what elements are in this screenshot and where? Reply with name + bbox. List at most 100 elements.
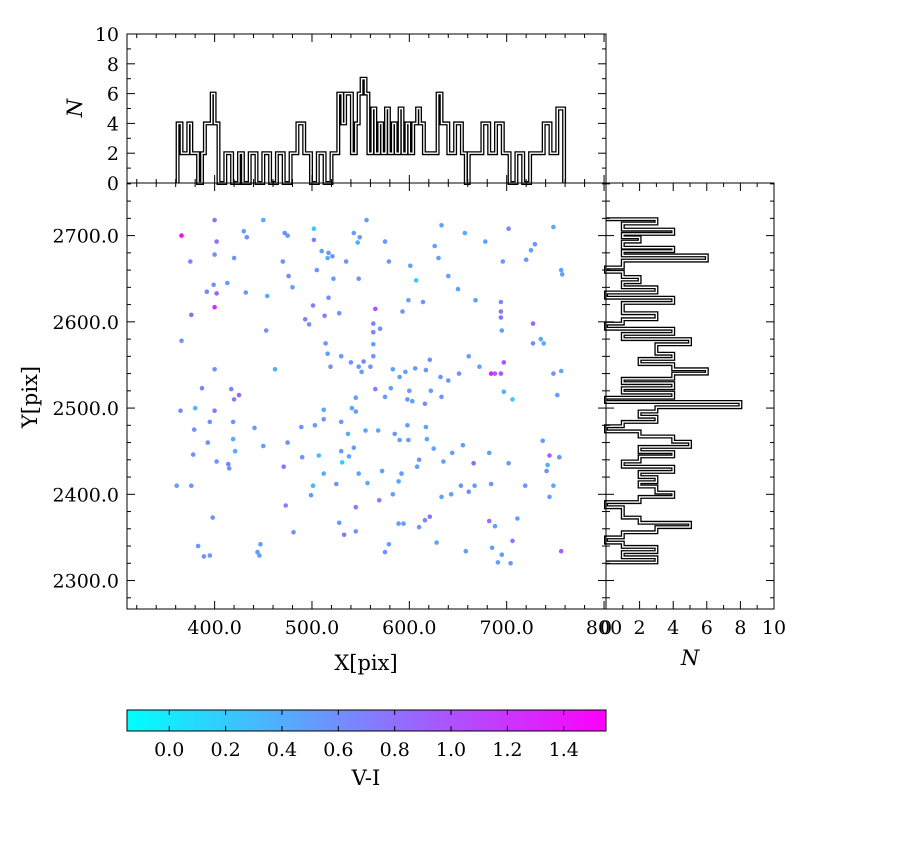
histogram-bin (606, 344, 656, 354)
data-point (375, 428, 381, 433)
data-point (357, 235, 363, 240)
data-point (338, 419, 344, 425)
data-point (547, 453, 552, 458)
data-point (316, 453, 322, 458)
data-point (486, 450, 492, 456)
data-point (199, 385, 205, 391)
data-point (214, 459, 219, 464)
data-point (423, 424, 429, 430)
data-point (308, 492, 314, 498)
data-point (528, 248, 534, 253)
data-point (356, 471, 362, 476)
data-point (321, 417, 327, 422)
data-point (441, 459, 446, 464)
data-point (532, 241, 538, 247)
data-point (506, 461, 511, 466)
data-point (498, 315, 504, 320)
data-point (559, 272, 565, 277)
data-point (413, 278, 419, 283)
right-x-tick-label: 6 (701, 617, 713, 639)
data-point (178, 408, 183, 414)
right-histogram-frame (605, 182, 775, 610)
histogram-bin (606, 224, 623, 230)
data-point (551, 224, 556, 230)
data-point (558, 267, 564, 273)
right-x-tick-label: 10 (762, 617, 786, 639)
data-point (558, 368, 564, 374)
data-point (232, 448, 238, 454)
data-point (190, 452, 196, 457)
data-point (436, 255, 441, 261)
data-point (401, 521, 406, 526)
data-point (390, 367, 396, 372)
data-point (416, 457, 422, 463)
data-point (386, 259, 392, 264)
top-y-tick-label: 2 (107, 143, 119, 165)
data-point (207, 553, 213, 558)
data-point (382, 239, 388, 244)
histogram-bin (448, 153, 455, 183)
data-point (204, 289, 210, 295)
data-point (373, 306, 378, 312)
colorbar-tick-label: 0.2 (211, 739, 241, 761)
data-point (530, 341, 536, 346)
data-point (325, 255, 330, 261)
data-point (252, 425, 257, 431)
data-point (455, 286, 461, 292)
data-point (195, 543, 201, 549)
top-histogram: 0 2 4 6 8 10 N (63, 24, 607, 195)
data-point (423, 367, 429, 373)
scatter-plot: 400.0 500.0 600.0 700.0 800 2300.0 2400.0 2500.… (18, 182, 622, 675)
data-point (551, 371, 556, 376)
data-point (226, 461, 231, 467)
data-point (483, 239, 488, 244)
data-point (545, 462, 550, 468)
data-point (499, 328, 505, 333)
data-point (448, 492, 454, 497)
data-point (492, 523, 498, 529)
top-y-tick-label: 10 (95, 24, 119, 46)
top-y-tick-label: 8 (107, 54, 119, 76)
data-point (330, 253, 335, 259)
data-point (201, 554, 207, 559)
x-tick-label: 500.0 (285, 617, 339, 639)
data-point (414, 464, 420, 470)
data-point (348, 360, 354, 365)
histogram-bin (389, 153, 393, 183)
data-point (230, 436, 236, 442)
scatter-xlabel: X[pix] (334, 651, 397, 675)
data-point (379, 468, 385, 474)
histogram-bin (375, 153, 379, 183)
data-point (416, 524, 422, 530)
data-point (363, 428, 368, 433)
histogram-bin (396, 153, 400, 183)
colorbar-tick-label: 0.8 (380, 739, 410, 761)
histogram-bin (606, 245, 623, 248)
data-point (231, 255, 237, 261)
histogram-bin (409, 153, 413, 183)
data-point (290, 285, 295, 290)
data-point (439, 223, 444, 228)
data-point (499, 552, 505, 557)
data-point (311, 226, 317, 231)
data-point (212, 408, 217, 414)
data-point (192, 405, 198, 411)
data-point (486, 518, 492, 524)
data-point (376, 498, 382, 503)
data-point (365, 480, 370, 486)
data-point (382, 394, 388, 400)
data-point (371, 342, 376, 347)
data-point (231, 397, 237, 402)
data-point (506, 226, 511, 231)
data-point (438, 374, 443, 380)
data-point (399, 471, 404, 476)
data-point (405, 397, 410, 402)
data-point (364, 217, 369, 223)
data-point (306, 322, 312, 327)
data-point (338, 354, 344, 359)
data-point (283, 503, 289, 508)
right-histogram: 0 2 4 6 8 10 N (600, 182, 786, 670)
top-y-tick-label: 4 (107, 113, 119, 135)
data-point (510, 538, 515, 544)
data-point (314, 267, 320, 273)
